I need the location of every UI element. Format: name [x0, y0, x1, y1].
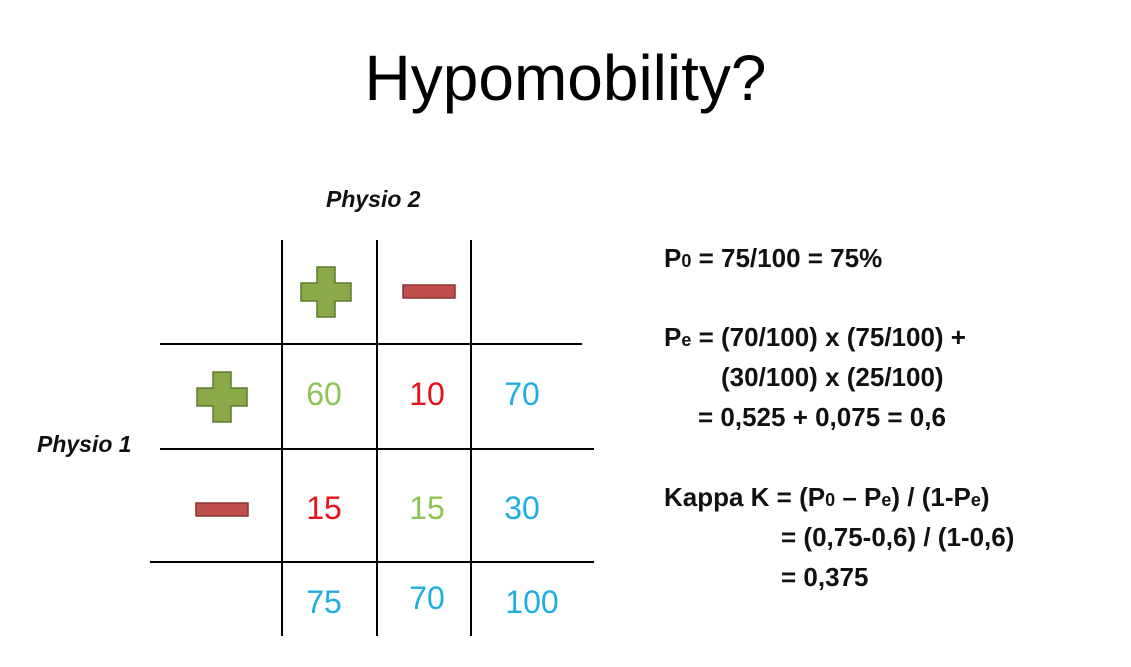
physio2-label: Physio 2	[326, 186, 421, 212]
formula-pe-line2: (30/100) x (25/100)	[721, 362, 944, 392]
grid-line-v1	[281, 240, 283, 636]
cell-plus-minus: 10	[409, 376, 445, 412]
formula-pe-line3: = 0,525 + 0,075 = 0,6	[698, 402, 946, 432]
formula-kappa-line2: = (0,75-0,6) / (1-0,6)	[781, 522, 1015, 552]
plus-icon	[196, 371, 248, 423]
grid-line-h1	[160, 343, 582, 345]
cell-col1-total: 75	[306, 584, 342, 620]
plus-icon	[300, 266, 352, 318]
formula-kappa-line1: Kappa K = (P0 – Pe) / (1-Pe)	[664, 482, 990, 512]
cell-minus-plus: 15	[306, 490, 342, 526]
formula-kappa-line3: = 0,375	[781, 562, 869, 592]
minus-icon	[195, 502, 249, 517]
physio1-label: Physio 1	[37, 431, 132, 457]
cell-row1-total: 70	[504, 376, 540, 412]
grid-line-v2	[376, 240, 378, 636]
cell-grand-total: 100	[505, 584, 559, 620]
formula-pe-line1: Pe = (70/100) x (75/100) +	[664, 322, 966, 352]
cell-row2-total: 30	[504, 490, 540, 526]
grid-line-v3	[470, 240, 472, 636]
cell-minus-minus: 15	[409, 490, 445, 526]
cell-plus-plus: 60	[306, 376, 342, 412]
page-title: Hypomobility?	[364, 42, 767, 114]
grid-line-h2	[160, 448, 594, 450]
cell-col2-total: 70	[409, 580, 445, 616]
minus-icon	[402, 284, 456, 299]
grid-line-h3	[150, 561, 594, 563]
formula-p0: P0 = 75/100 = 75%	[664, 243, 883, 273]
